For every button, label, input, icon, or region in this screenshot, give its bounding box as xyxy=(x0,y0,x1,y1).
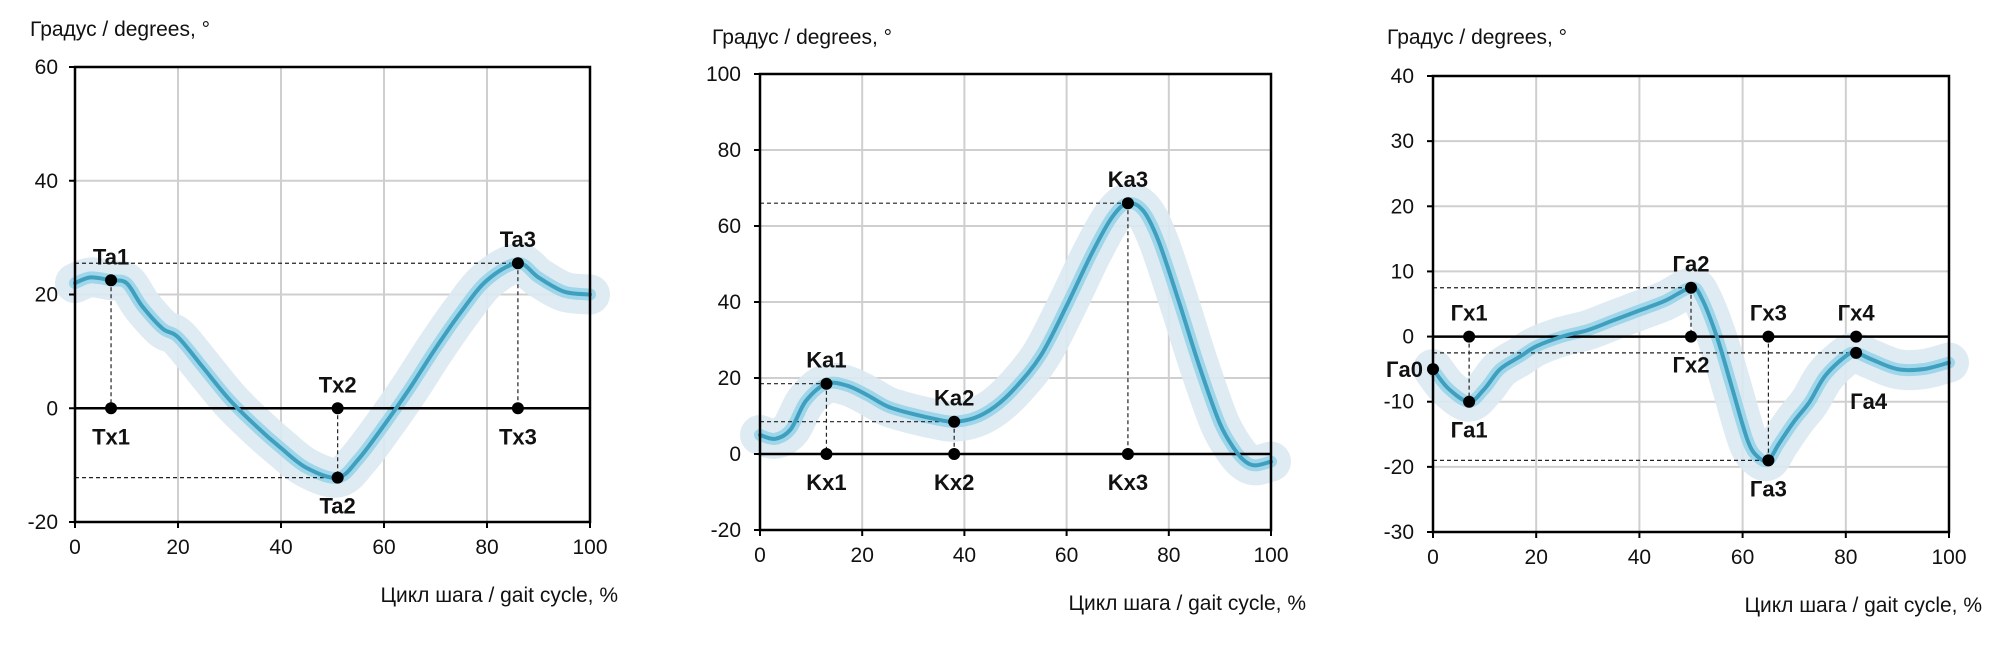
chart-panel-3: 0 20 40 60 80 100 -30 -20 -10 0 10 20 30 40 Градус / d… xyxy=(1384,26,1982,617)
y-tick-label: 40 xyxy=(35,170,58,193)
marker-label: Ka2 xyxy=(934,386,974,411)
marker-label: Ta3 xyxy=(500,227,536,252)
marker-label: Гx3 xyxy=(1750,301,1787,326)
marker-label: Tx1 xyxy=(92,424,130,449)
chart-panel-1: 0 20 40 60 80 100 -20 0 20 40 60 Градус / degrees, … xyxy=(28,18,618,607)
x-tick-label: 0 xyxy=(1427,546,1439,569)
marker-point xyxy=(820,448,833,460)
marker-point xyxy=(511,402,524,415)
y-tick-label: -20 xyxy=(711,519,741,542)
y-tick-label: 20 xyxy=(35,284,58,307)
marker-label: Гx2 xyxy=(1673,353,1710,378)
y-axis-label: Градус / degrees, ° xyxy=(712,26,892,49)
x-tick-label: 40 xyxy=(953,544,976,567)
marker-label: Гx1 xyxy=(1451,301,1488,326)
y-tick-label: 60 xyxy=(35,56,58,79)
marker-point xyxy=(1121,448,1134,460)
marker-point xyxy=(105,274,118,287)
marker-point xyxy=(1762,330,1775,343)
x-axis-label: Цикл шага / gait cycle, % xyxy=(1744,594,1982,617)
y-tick-label: 0 xyxy=(729,443,741,466)
marker-label: Kx2 xyxy=(934,470,974,495)
marker-label: Tx3 xyxy=(499,424,537,449)
marker-label: Tx2 xyxy=(319,372,357,397)
marker-point xyxy=(1850,330,1863,343)
series-line xyxy=(758,201,1273,468)
x-tick-label: 20 xyxy=(1525,546,1548,569)
marker-label: Ka3 xyxy=(1108,167,1148,192)
y-tick-label: 0 xyxy=(46,397,58,420)
x-tick-label: 40 xyxy=(1628,546,1651,569)
series-line xyxy=(1431,285,1951,464)
y-axis-label: Градус / degrees, ° xyxy=(1387,26,1567,49)
marker-point xyxy=(511,257,524,270)
y-tick-label: 100 xyxy=(706,63,741,86)
plot-frame xyxy=(1431,74,1951,534)
marker-point xyxy=(331,471,344,484)
x-tick-label: 20 xyxy=(166,536,189,559)
y-tick-label: -20 xyxy=(28,511,58,534)
marker-label: Ka1 xyxy=(806,348,846,373)
y-axis-label: Градус / degrees, ° xyxy=(30,18,210,41)
marker-point xyxy=(105,402,118,415)
y-tick-label: 0 xyxy=(1402,326,1414,349)
y-tick-label: 30 xyxy=(1391,130,1414,153)
confidence-band xyxy=(754,197,1277,472)
marker-point xyxy=(820,377,833,390)
x-tick-label: 0 xyxy=(754,544,766,567)
y-tick-label: -20 xyxy=(1384,456,1414,479)
y-tick-label: 80 xyxy=(718,139,741,162)
y-tick-label: 40 xyxy=(718,291,741,314)
y-tick-label: -30 xyxy=(1384,521,1414,544)
marker-label: Гx4 xyxy=(1838,301,1876,326)
x-axis-label: Цикл шага / gait cycle, % xyxy=(1068,592,1306,615)
marker-label: Ta1 xyxy=(93,244,129,269)
y-tick-label: 60 xyxy=(718,215,741,238)
y-tick-label: 40 xyxy=(1391,65,1414,88)
marker-point xyxy=(331,402,344,415)
chart-panel-2: 0 20 40 60 80 100 -20 0 20 40 60 80 100 Градус / degr… xyxy=(706,26,1306,615)
x-tick-label: 80 xyxy=(475,536,498,559)
x-tick-label: 100 xyxy=(572,536,607,559)
marker-label: Ta2 xyxy=(320,494,356,519)
marker-label: Гa4 xyxy=(1850,389,1888,414)
marker-point xyxy=(1850,346,1863,359)
x-tick-label: 60 xyxy=(1731,546,1754,569)
marker-point xyxy=(1685,281,1697,294)
series-line xyxy=(73,261,592,480)
marker-label: Гa1 xyxy=(1451,418,1488,443)
marker-point xyxy=(1463,330,1476,343)
marker-label: Гa2 xyxy=(1673,252,1710,277)
marker-point xyxy=(948,415,961,428)
marker-point xyxy=(1121,197,1134,210)
x-tick-label: 0 xyxy=(69,536,81,559)
x-tick-label: 100 xyxy=(1253,544,1288,567)
y-tick-label: 20 xyxy=(1391,195,1414,218)
x-tick-label: 80 xyxy=(1157,544,1180,567)
x-axis-label: Цикл шага / gait cycle, % xyxy=(380,584,618,607)
x-tick-label: 60 xyxy=(372,536,395,559)
marker-point xyxy=(1762,454,1775,467)
marker-point xyxy=(1427,363,1439,376)
x-tick-label: 40 xyxy=(269,536,292,559)
x-tick-label: 20 xyxy=(851,544,874,567)
marker-point xyxy=(948,448,961,460)
marker-point xyxy=(1463,395,1476,408)
x-tick-label: 100 xyxy=(1931,546,1966,569)
y-tick-label: -10 xyxy=(1384,391,1414,414)
x-tick-label: 60 xyxy=(1055,544,1078,567)
marker-label: Гa3 xyxy=(1750,476,1787,501)
y-tick-label: 20 xyxy=(718,367,741,390)
marker-label: Гa0 xyxy=(1386,357,1423,382)
y-tick-label: 10 xyxy=(1391,260,1414,283)
marker-point xyxy=(1685,330,1697,343)
marker-label: Kx1 xyxy=(806,470,846,495)
marker-label: Kx3 xyxy=(1108,470,1148,495)
x-tick-label: 80 xyxy=(1834,546,1857,569)
